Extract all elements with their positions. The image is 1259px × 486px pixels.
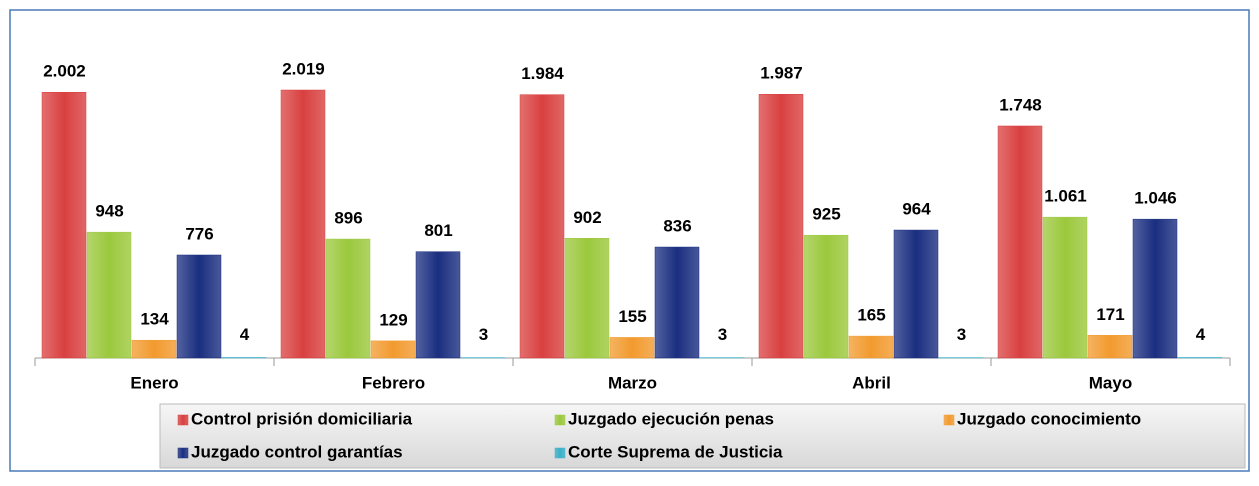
legend-swatch: [178, 448, 188, 458]
value-label: 902: [573, 208, 601, 227]
bar: [804, 235, 848, 358]
bar: [520, 95, 564, 358]
value-label: 948: [95, 202, 123, 221]
x-tick-label: Abril: [852, 373, 891, 392]
value-label: 134: [140, 310, 169, 329]
bar: [281, 90, 325, 358]
value-label: 3: [957, 325, 966, 344]
legend-label: Corte Suprema de Justicia: [568, 442, 783, 461]
value-label: 3: [479, 325, 488, 344]
bar: [132, 340, 176, 358]
bar: [849, 336, 893, 358]
bar: [326, 239, 370, 358]
bar: [87, 232, 131, 358]
value-label: 1.987: [760, 64, 803, 83]
bar: [177, 255, 221, 358]
legend-label: Juzgado conocimiento: [957, 409, 1141, 428]
legend-label: Control prisión domiciliaria: [191, 409, 413, 428]
value-label: 925: [812, 205, 840, 224]
value-label: 155: [618, 307, 646, 326]
value-label: 964: [902, 200, 931, 219]
bar: [894, 230, 938, 358]
value-label: 4: [1196, 325, 1206, 344]
value-label: 4: [240, 325, 250, 344]
bar: [610, 337, 654, 358]
value-label: 129: [379, 310, 407, 329]
value-label: 776: [185, 224, 213, 243]
value-label: 2.019: [282, 59, 325, 78]
value-label: 836: [663, 217, 691, 236]
value-label: 896: [334, 209, 362, 228]
legend-swatch: [944, 415, 954, 425]
x-tick-label: Febrero: [362, 373, 425, 392]
bar: [1043, 217, 1087, 358]
value-label: 165: [857, 306, 885, 325]
x-tick-label: Marzo: [608, 373, 657, 392]
legend-label: Juzgado ejecución penas: [568, 409, 774, 428]
bar: [1178, 357, 1222, 358]
legend-swatch: [555, 415, 565, 425]
bar: [416, 252, 460, 358]
value-label: 1.748: [999, 95, 1042, 114]
legend-label: Juzgado control garantías: [191, 442, 403, 461]
bar: [371, 341, 415, 358]
value-label: 801: [424, 221, 452, 240]
legend-swatch: [178, 415, 188, 425]
value-label: 1.046: [1134, 189, 1177, 208]
bar: [998, 126, 1042, 358]
bar: [1088, 335, 1132, 358]
bar: [42, 92, 86, 358]
bar: [1133, 219, 1177, 358]
bar: [655, 247, 699, 358]
value-label: 3: [718, 325, 727, 344]
x-tick-label: Mayo: [1089, 373, 1132, 392]
value-label: 1.984: [521, 64, 564, 83]
value-label: 2.002: [43, 62, 86, 81]
value-label: 1.061: [1044, 187, 1087, 206]
value-label: 171: [1096, 305, 1124, 324]
x-tick-label: Enero: [130, 373, 178, 392]
bar: [565, 238, 609, 358]
bar: [759, 94, 803, 358]
bar: [222, 357, 266, 358]
legend-swatch: [555, 448, 565, 458]
